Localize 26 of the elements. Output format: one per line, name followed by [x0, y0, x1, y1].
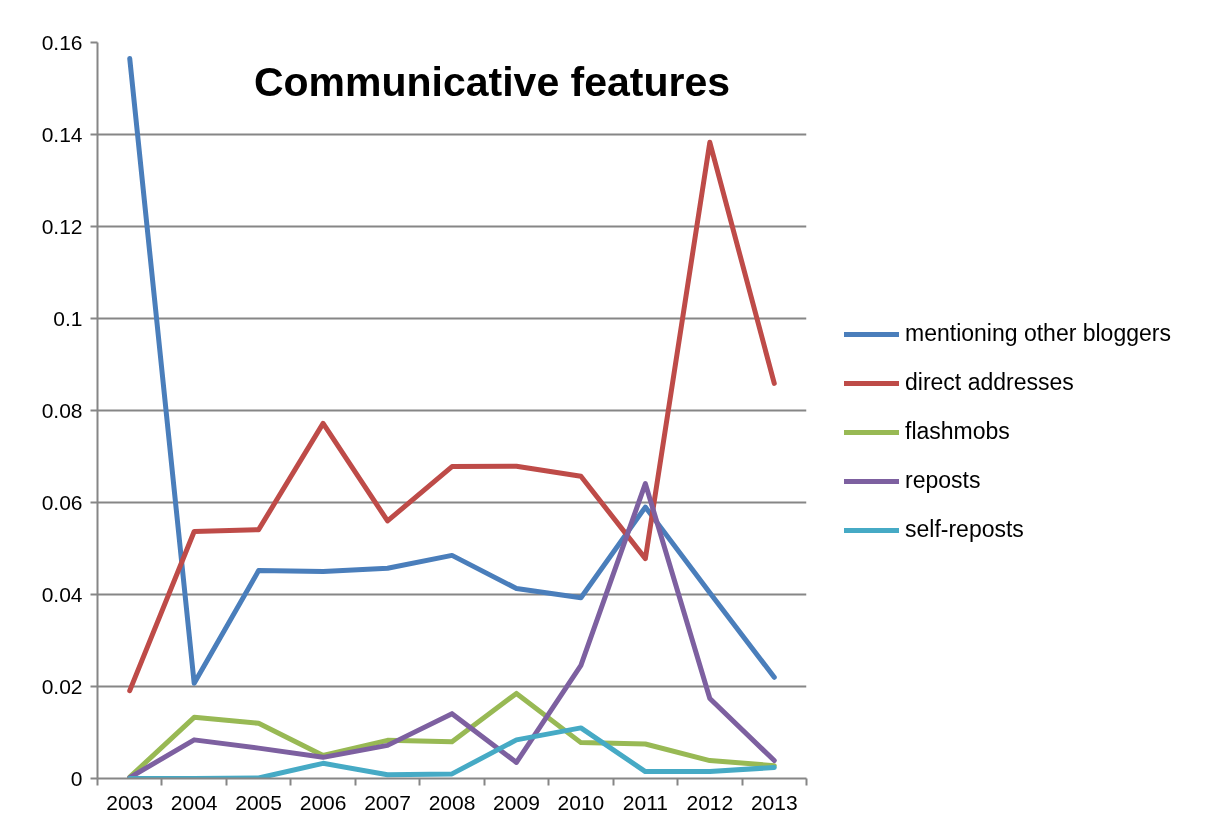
y-tick-label: 0.14 [41, 122, 83, 146]
x-tick-label: 2006 [299, 790, 347, 814]
chart-title: Communicative features [253, 58, 731, 105]
y-tick-label: 0.12 [41, 214, 83, 238]
legend-label: flashmobs [905, 418, 1010, 445]
legend-label: mentioning other bloggers [905, 320, 1171, 347]
y-tick-label: 0.04 [41, 582, 83, 606]
x-tick-label: 2011 [622, 790, 668, 814]
x-tick-label: 2005 [235, 790, 282, 814]
x-tick-label: 2009 [493, 790, 540, 814]
y-tick-label: 0.06 [41, 490, 83, 514]
x-tick-label: 2010 [557, 790, 605, 814]
y-tick-label: 0.08 [41, 398, 83, 422]
x-tick-label: 2012 [686, 790, 734, 814]
x-tick-label: 2013 [750, 790, 798, 814]
x-tick-label: 2008 [428, 790, 476, 814]
x-tick-label: 2004 [170, 790, 218, 814]
x-tick-label: 2003 [106, 790, 154, 814]
x-tick-label: 2007 [364, 790, 411, 814]
legend-label: reposts [905, 467, 981, 494]
y-tick-label: 0 [70, 766, 83, 790]
y-tick-label: 0.1 [53, 306, 83, 330]
y-tick-label: 0.02 [41, 674, 83, 698]
y-tick-label: 0.16 [41, 30, 83, 54]
legend-label: self-reposts [905, 516, 1024, 543]
legend-label: direct addresses [905, 369, 1074, 396]
